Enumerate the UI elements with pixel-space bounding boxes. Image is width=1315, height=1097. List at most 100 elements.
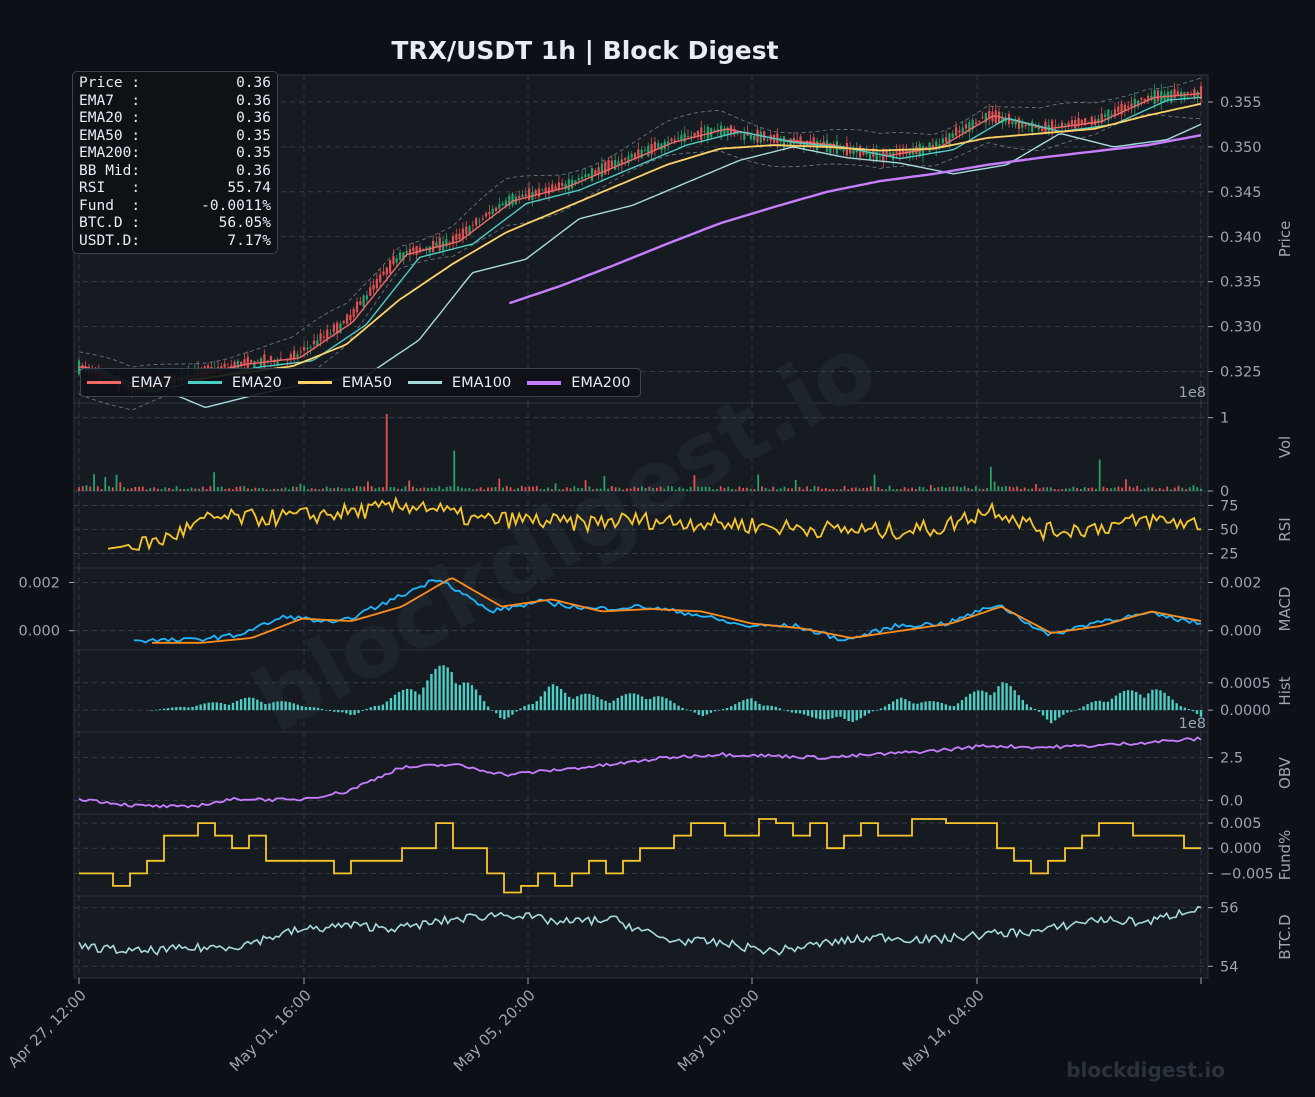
candle-body [597,167,600,175]
volume-bar [1087,487,1090,491]
volume-bar [663,488,666,491]
x-tick-label: May 10, 00:00 [674,986,763,1075]
hist-bar [1118,692,1122,711]
volume-bar [355,486,358,491]
hist-bar [381,704,385,711]
volume-bar [1076,488,1079,491]
y-tick-label: 50 [1220,523,1238,539]
volume-bar [382,487,384,491]
volume-bar [479,487,482,491]
volume-bar [348,487,351,491]
volume-bar [1068,488,1071,491]
volume-bar [933,488,936,491]
volume-bar [573,486,576,491]
volume-bar [269,489,272,491]
hist-bar [1066,710,1069,713]
info-label: Price : [79,75,141,91]
hist-bar [243,698,247,711]
candle-body [1113,109,1117,117]
volume-bar [1117,486,1120,491]
candle-body [1130,103,1133,107]
hist-bar [576,696,579,711]
volume-bar [213,472,215,491]
hist-bar [239,699,243,711]
candle-body [524,194,527,196]
info-label: BB Mid: [79,162,141,179]
candle-body [852,147,855,154]
candle-body [759,131,762,143]
volume-bar [1155,489,1157,491]
candle-body [670,138,673,141]
y-tick-label: 0.002 [1220,575,1262,591]
volume-bar [836,489,838,491]
candle-body [1070,120,1074,125]
volume-bar [404,486,407,491]
volume-bar [956,486,958,491]
hist-bar [815,710,818,719]
hist-bar [369,707,372,711]
volume-bar [119,482,122,491]
volume-bar [460,487,463,491]
hist-bar [669,700,672,711]
volume-bar [153,487,155,491]
hist-bar [1183,707,1186,711]
hist-bar [721,709,725,711]
candle-body [875,150,878,162]
hist-bar [499,710,502,718]
volume-bar [472,489,474,491]
hist-bar [337,710,340,713]
candle-body [541,190,544,191]
volume-bar [168,487,170,491]
volume-bar [704,486,707,491]
candle-body [339,323,342,334]
volume-bar [449,486,452,491]
volume-bar [851,487,853,491]
hist-bar [891,701,895,711]
volume-bar [370,486,373,491]
hist-bar [341,710,344,713]
hist-bar [952,706,956,711]
volume-bar [682,488,685,491]
hist-bar [806,710,810,716]
info-row: EMA200: 0.35 [79,145,271,163]
volume-bar [697,486,700,491]
candle-body [604,161,607,175]
volume-bar [708,486,711,491]
y-tick-label: 0.350 [1220,140,1262,156]
hist-bar [1045,710,1049,720]
hist-bar [171,707,174,711]
candle-body [736,133,739,135]
hist-bar [535,701,538,711]
legend-swatch [297,381,332,384]
volume-bar [359,486,362,491]
candle-body [571,179,574,189]
volume-bar [569,488,572,491]
y-tick-label: 0.000 [1220,624,1262,640]
hist-bar [199,704,202,711]
info-label: RSI : [79,180,141,196]
candle-body [928,142,931,152]
candle-body [319,333,322,342]
rsi-line [107,495,1201,552]
volume-bar [115,474,118,491]
hist-bar [705,710,709,715]
volume-bar [96,486,99,491]
hist-bar [580,694,583,711]
candle-body [448,242,451,244]
hist-bar [357,710,360,714]
hist-bar [738,702,741,711]
hist-bar [770,705,773,711]
candle-body [1027,124,1030,126]
volume-bar [809,489,812,491]
candle-body [302,347,306,351]
volume-bar [363,486,366,491]
volume-bar [1185,489,1187,491]
y-axis-label: Fund% [1276,830,1294,881]
candle-body [236,360,239,369]
volume-bar [929,485,932,491]
hist-bar [567,696,571,711]
hist-bar [604,700,607,711]
volume-bar [918,486,921,491]
candle-body [250,359,253,363]
